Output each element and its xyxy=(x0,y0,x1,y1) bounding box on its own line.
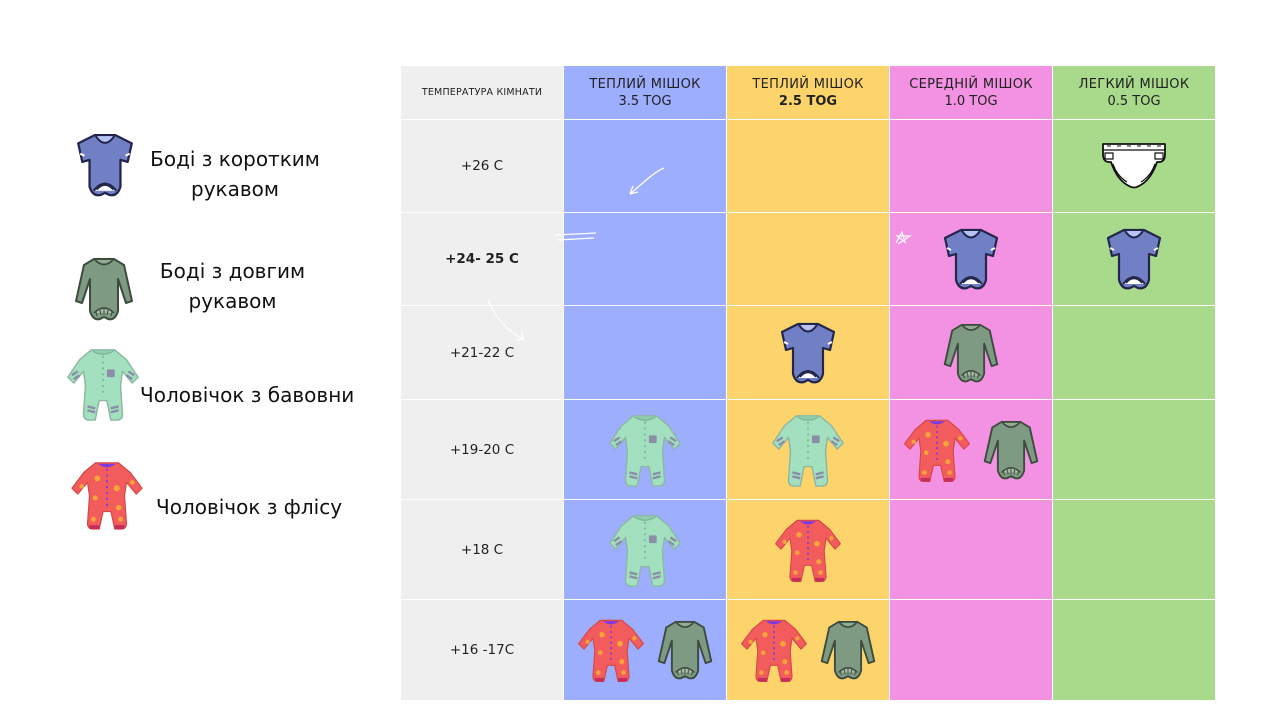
short-sleeve-bodysuit-icon xyxy=(941,226,1001,292)
row-temperature: +24- 25 C xyxy=(401,213,563,305)
table-cell xyxy=(890,500,1052,599)
table-cell xyxy=(1053,120,1215,212)
legend-label-fleece: Чоловічок з флісу xyxy=(156,495,343,519)
row-temperature: +21-22 C xyxy=(401,306,563,399)
table-cell xyxy=(1053,600,1215,700)
header-column-1: ТЕПЛИЙ МІШОК 3.5 TOG xyxy=(564,66,726,119)
table-cell xyxy=(727,306,889,399)
table-cell xyxy=(1053,306,1215,399)
table-cell xyxy=(727,500,889,599)
table-cell xyxy=(727,120,889,212)
row-temperature: +26 C xyxy=(401,120,563,212)
table-cell xyxy=(564,500,726,599)
column-title: ЛЕГКИЙ МІШОК xyxy=(1078,76,1190,92)
table-cell xyxy=(890,120,1052,212)
cotton-sleepsuit-icon xyxy=(64,346,142,422)
table-cell xyxy=(564,213,726,305)
table-cell xyxy=(890,400,1052,499)
table-cell xyxy=(890,213,1052,305)
table-cell xyxy=(564,600,726,700)
header-column-2: ТЕПЛИЙ МІШОК 2.5 TOG xyxy=(727,66,889,119)
header-column-3: СЕРЕДНІЙ МІШОК 1.0 TOG xyxy=(890,66,1052,119)
cotton-sleepsuit-icon xyxy=(605,512,685,588)
row-temperature: +19-20 C xyxy=(401,400,563,499)
column-tog: 2.5 TOG xyxy=(778,93,838,109)
sleep-bag-table: ТЕМПЕРАТУРА КІМНАТИ ТЕПЛИЙ МІШОК 3.5 TOG ТЕ… xyxy=(401,66,1215,700)
column-tog: 1.0 TOG xyxy=(944,93,998,109)
column-title: ТЕПЛИЙ МІШОК xyxy=(752,76,864,92)
table-cell xyxy=(564,306,726,399)
row-temperature: +18 C xyxy=(401,500,563,599)
cotton-sleepsuit-icon xyxy=(605,412,685,488)
legend-label-cotton: Чоловічок з бавовни xyxy=(140,383,355,407)
short-sleeve-bodysuit-icon xyxy=(1104,226,1164,292)
table-cell xyxy=(890,600,1052,700)
cotton-sleepsuit-icon xyxy=(768,412,848,488)
long-sleeve-bodysuit-icon xyxy=(941,321,1001,385)
table-cell xyxy=(890,306,1052,399)
short-sleeve-bodysuit-icon xyxy=(74,131,136,199)
table-cell xyxy=(1053,400,1215,499)
row-temperature: +16 -17C xyxy=(401,600,563,700)
long-sleeve-bodysuit-icon xyxy=(72,255,136,323)
fleece-sleepsuit-icon xyxy=(738,616,810,684)
table-cell xyxy=(564,120,726,212)
long-sleeve-bodysuit-icon xyxy=(818,618,878,682)
column-title: ТЕПЛИЙ МІШОК xyxy=(589,76,701,92)
table-cell xyxy=(1053,500,1215,599)
diaper-icon xyxy=(1099,140,1169,192)
table-cell xyxy=(564,400,726,499)
long-sleeve-bodysuit-icon xyxy=(981,418,1041,482)
header-temperature: ТЕМПЕРАТУРА КІМНАТИ xyxy=(401,66,563,119)
column-title: СЕРЕДНІЙ МІШОК xyxy=(909,76,1033,92)
fleece-sleepsuit-icon xyxy=(68,459,146,531)
fleece-sleepsuit-icon xyxy=(575,616,647,684)
legend-label-short-sleeve: Боді з коротким рукавом xyxy=(150,147,320,201)
fleece-sleepsuit-icon xyxy=(901,416,973,484)
column-tog: 0.5 TOG xyxy=(1107,93,1161,109)
fleece-sleepsuit-icon xyxy=(772,516,844,584)
table-cell xyxy=(727,213,889,305)
header-column-4: ЛЕГКИЙ МІШОК 0.5 TOG xyxy=(1053,66,1215,119)
short-sleeve-bodysuit-icon xyxy=(778,320,838,386)
table-cell xyxy=(1053,213,1215,305)
table-cell xyxy=(727,400,889,499)
table-cell xyxy=(727,600,889,700)
legend-label-long-sleeve: Боді з довгим рукавом xyxy=(159,259,306,313)
column-tog: 3.5 TOG xyxy=(618,93,672,109)
long-sleeve-bodysuit-icon xyxy=(655,618,715,682)
